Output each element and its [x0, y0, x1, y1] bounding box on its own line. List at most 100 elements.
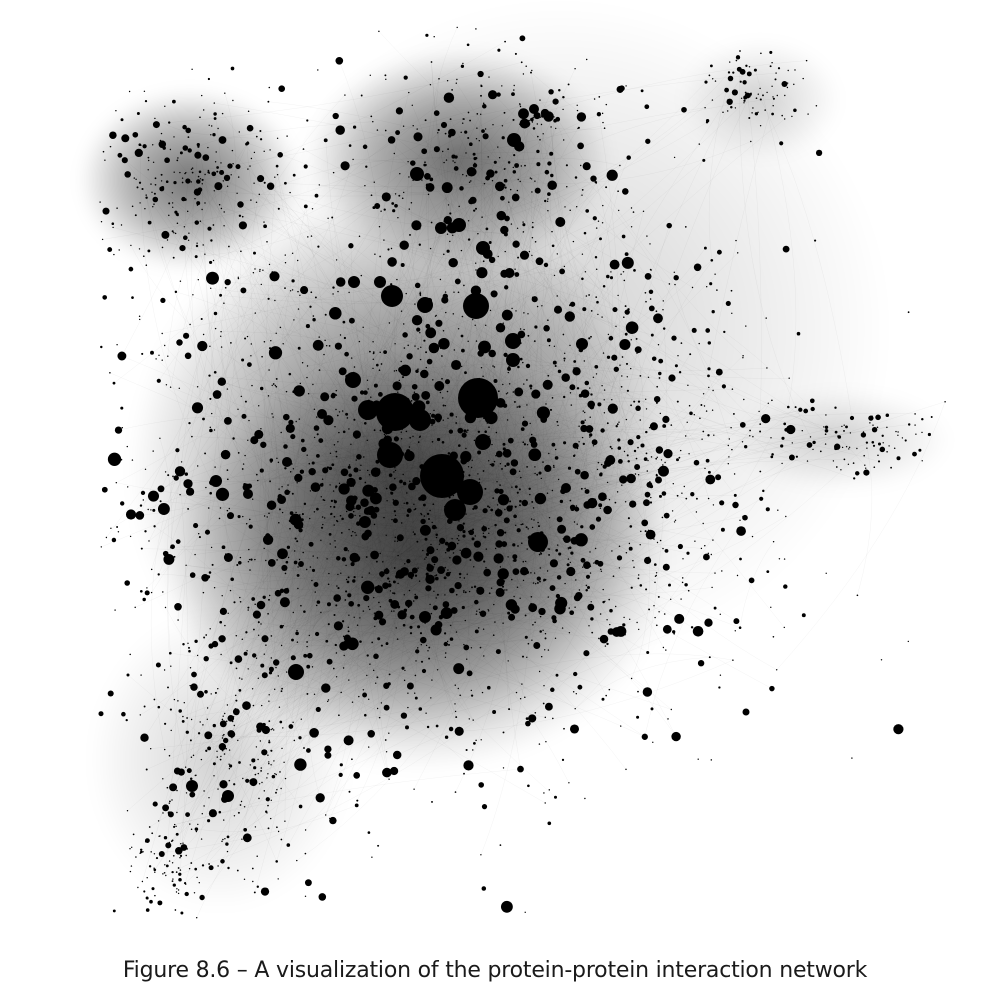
protein-node — [583, 411, 586, 414]
protein-node — [263, 221, 265, 223]
protein-node — [221, 595, 223, 597]
protein-node — [203, 109, 205, 111]
protein-node — [168, 202, 171, 205]
protein-node — [544, 169, 550, 175]
protein-node — [741, 441, 744, 443]
protein-node — [396, 540, 399, 542]
protein-node — [142, 499, 144, 501]
protein-node — [662, 547, 664, 550]
protein-node — [297, 587, 299, 590]
protein-node — [196, 876, 198, 879]
protein-node — [492, 710, 497, 714]
protein-node — [395, 574, 399, 579]
protein-node — [260, 770, 262, 772]
protein-node — [595, 516, 602, 522]
protein-node — [178, 709, 182, 713]
protein-node — [459, 529, 462, 532]
interaction-edge — [118, 415, 316, 431]
interaction-edge — [230, 590, 546, 718]
protein-node — [148, 865, 152, 868]
protein-node — [260, 623, 262, 625]
protein-node — [223, 302, 225, 305]
protein-node — [626, 155, 631, 160]
protein-node — [654, 616, 656, 619]
protein-node — [194, 220, 200, 225]
protein-node — [628, 542, 631, 545]
protein-node — [414, 696, 418, 700]
protein-node — [577, 142, 584, 150]
protein-node — [584, 380, 590, 386]
protein-node — [339, 334, 342, 336]
protein-node — [257, 175, 265, 183]
protein-node — [265, 810, 268, 813]
protein-node — [621, 356, 624, 358]
protein-node — [343, 639, 353, 649]
protein-node — [230, 342, 232, 344]
protein-node — [228, 768, 231, 770]
protein-node — [201, 178, 204, 181]
interaction-edge — [222, 113, 394, 488]
protein-node — [201, 573, 209, 582]
protein-node — [301, 526, 304, 528]
protein-node — [465, 748, 468, 752]
interaction-edge — [416, 139, 564, 226]
protein-node — [805, 59, 808, 62]
protein-node — [201, 94, 203, 97]
protein-node — [254, 773, 257, 776]
interaction-edge — [533, 410, 713, 584]
protein-node — [678, 371, 682, 374]
protein-node — [569, 724, 580, 734]
interaction-edge — [684, 435, 750, 487]
protein-node — [247, 110, 250, 112]
protein-node — [299, 294, 301, 296]
protein-node — [533, 572, 536, 574]
protein-node — [599, 613, 602, 615]
protein-node — [265, 559, 267, 562]
interaction-edge — [382, 530, 461, 563]
protein-node — [405, 599, 413, 608]
protein-node — [523, 383, 525, 385]
protein-node — [338, 482, 341, 485]
protein-node — [538, 670, 541, 673]
interaction-edge — [303, 148, 429, 195]
protein-node — [288, 419, 294, 425]
protein-node — [897, 434, 899, 436]
interaction-edge — [482, 72, 730, 218]
protein-node — [163, 553, 175, 565]
protein-node — [387, 583, 392, 588]
protein-node — [214, 161, 217, 163]
protein-node — [647, 376, 650, 378]
protein-node — [452, 313, 455, 315]
interaction-edge — [130, 245, 191, 325]
protein-node — [758, 410, 760, 413]
protein-node — [514, 505, 517, 508]
protein-node — [331, 216, 334, 219]
protein-node — [297, 346, 301, 350]
protein-node — [662, 309, 664, 311]
protein-node — [385, 433, 387, 435]
protein-node — [260, 663, 265, 668]
protein-node — [284, 489, 290, 496]
protein-node — [258, 797, 260, 800]
protein-node — [383, 350, 387, 354]
protein-node — [516, 189, 519, 192]
protein-node — [281, 486, 283, 488]
protein-node — [453, 291, 455, 293]
protein-node — [312, 555, 314, 557]
protein-node — [444, 652, 447, 654]
protein-node — [516, 491, 519, 494]
protein-node — [407, 160, 409, 163]
protein-node — [726, 110, 729, 112]
protein-node — [603, 505, 612, 515]
protein-node — [347, 465, 351, 469]
protein-node — [143, 90, 146, 93]
protein-node — [352, 430, 361, 439]
protein-node — [220, 330, 222, 333]
protein-node — [209, 397, 212, 400]
interaction-edge — [130, 454, 226, 515]
protein-node — [420, 454, 464, 498]
protein-node — [196, 654, 199, 657]
interaction-edge — [529, 423, 777, 671]
protein-node — [490, 587, 493, 589]
protein-node — [731, 448, 733, 451]
